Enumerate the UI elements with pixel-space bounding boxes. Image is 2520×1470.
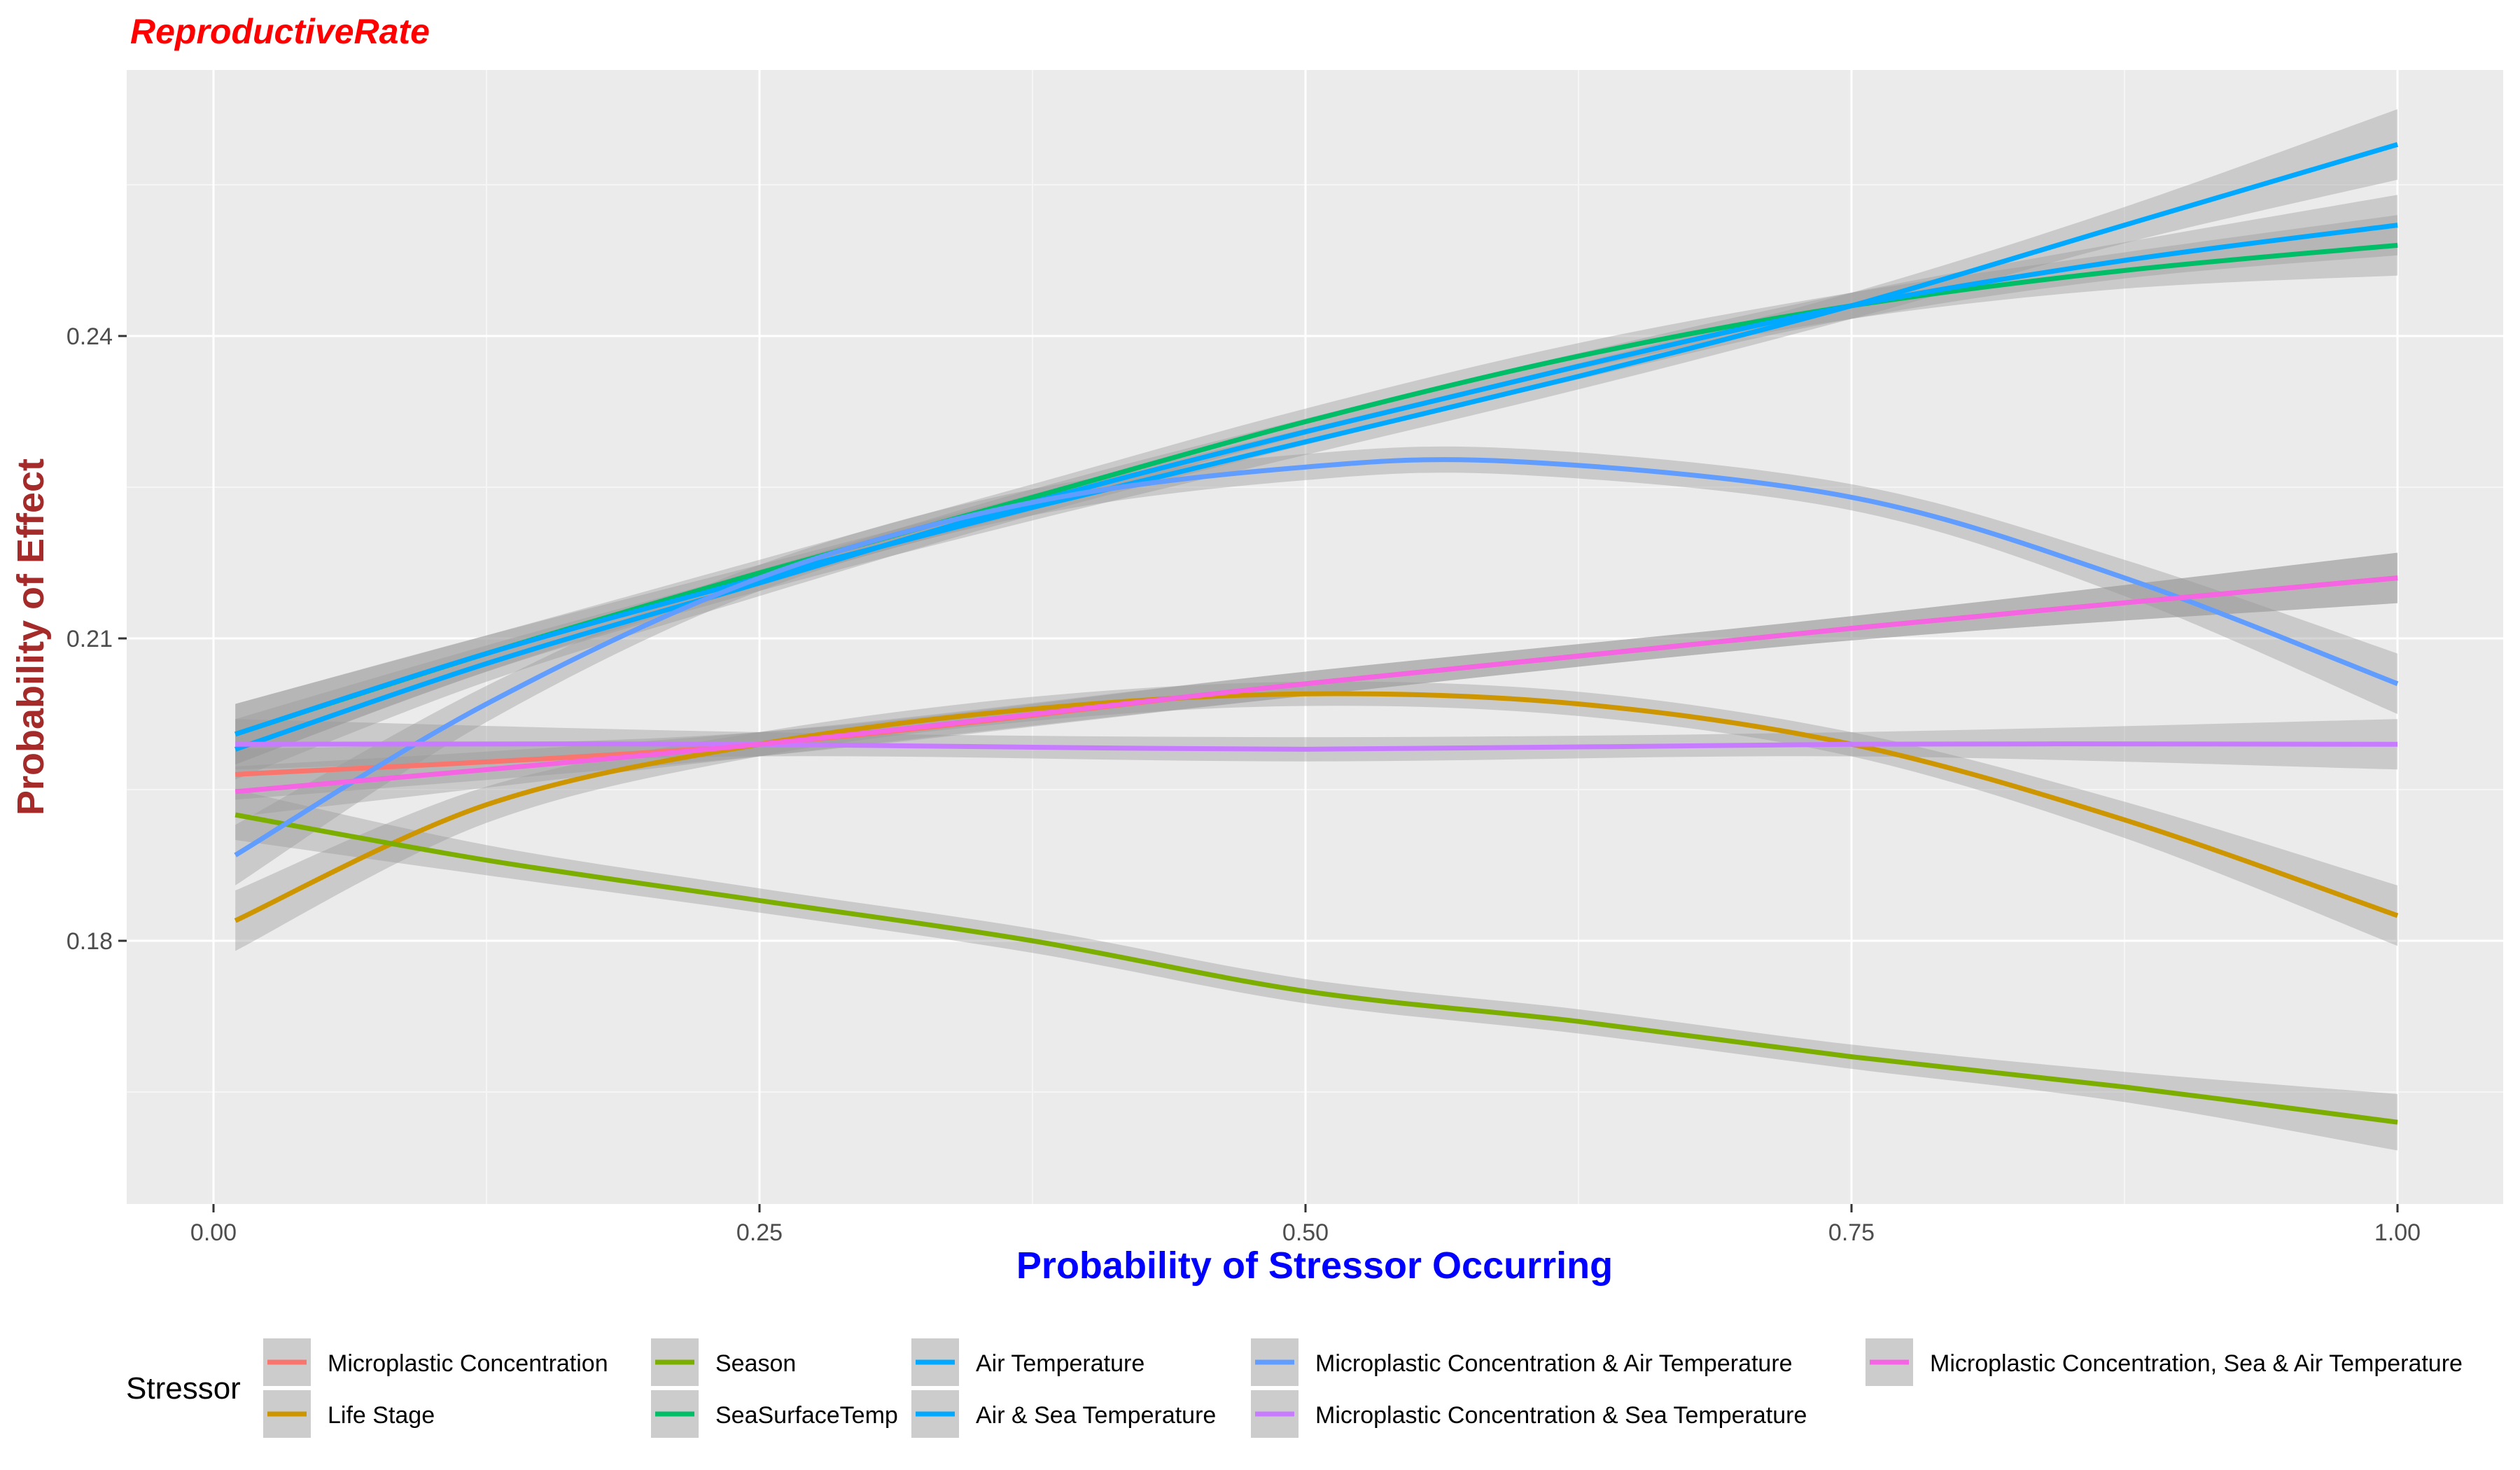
legend-label: Life Stage bbox=[328, 1402, 435, 1429]
series-line bbox=[234, 142, 2398, 737]
series-line bbox=[234, 691, 2399, 923]
x-tick-label: 0.25 bbox=[736, 1219, 783, 1246]
confidence-band bbox=[235, 552, 2398, 800]
x-tick-label: 1.00 bbox=[2374, 1219, 2421, 1246]
y-axis: 0.18 0.21 0.24 bbox=[66, 323, 127, 955]
legend-key bbox=[911, 1338, 959, 1386]
x-tick-label: 0.75 bbox=[1828, 1219, 1875, 1246]
legend-key bbox=[911, 1390, 959, 1438]
legend-key bbox=[1251, 1390, 1298, 1438]
legend-label: Season bbox=[715, 1350, 796, 1377]
y-tick-label: 0.24 bbox=[66, 323, 113, 350]
legend-label: Microplastic Concentration & Sea Tempera… bbox=[1315, 1402, 1807, 1429]
y-tick-label: 0.21 bbox=[66, 626, 113, 652]
legend-label: SeaSurfaceTemp bbox=[715, 1402, 898, 1429]
confidence-band bbox=[235, 215, 2398, 764]
confidence-band bbox=[235, 719, 2398, 770]
chart-title: ReproductiveRate bbox=[130, 12, 430, 51]
legend-key bbox=[1251, 1338, 1298, 1386]
legend-key bbox=[263, 1390, 311, 1438]
series-line bbox=[234, 575, 2398, 794]
legend-key bbox=[651, 1338, 699, 1386]
series-line bbox=[235, 741, 2398, 752]
series-line bbox=[234, 223, 2398, 752]
legend-key bbox=[651, 1390, 699, 1438]
series-line bbox=[234, 457, 2399, 858]
legend-title: Stressor bbox=[126, 1371, 241, 1406]
legend-label: Microplastic Concentration bbox=[328, 1350, 608, 1377]
series-lines bbox=[234, 142, 2399, 1125]
confidence-band bbox=[235, 790, 2398, 1151]
x-axis: 0.00 0.25 0.50 0.75 1.00 bbox=[190, 1204, 2421, 1246]
x-tick-label: 0.00 bbox=[190, 1219, 237, 1246]
legend-key bbox=[263, 1338, 311, 1386]
legend: Microplastic Concentration Life Stage Seas… bbox=[263, 1338, 2463, 1438]
legend-label: Air & Sea Temperature bbox=[976, 1402, 1216, 1429]
y-tick-label: 0.18 bbox=[66, 928, 113, 955]
legend-label: Microplastic Concentration & Air Tempera… bbox=[1315, 1350, 1793, 1377]
grid-major bbox=[127, 70, 2503, 1204]
plot-panel bbox=[127, 70, 2503, 1204]
series-line bbox=[234, 812, 2398, 1125]
x-tick-label: 0.50 bbox=[1282, 1219, 1329, 1246]
legend-label: Microplastic Concentration, Sea & Air Te… bbox=[1930, 1350, 2463, 1377]
legend-label: Air Temperature bbox=[976, 1350, 1144, 1377]
x-axis-title: Probability of Stressor Occurring bbox=[1016, 1245, 1613, 1287]
confidence-band bbox=[235, 681, 2398, 951]
legend-key bbox=[1865, 1338, 1913, 1386]
y-axis-title: Probability of Effect bbox=[10, 458, 52, 816]
